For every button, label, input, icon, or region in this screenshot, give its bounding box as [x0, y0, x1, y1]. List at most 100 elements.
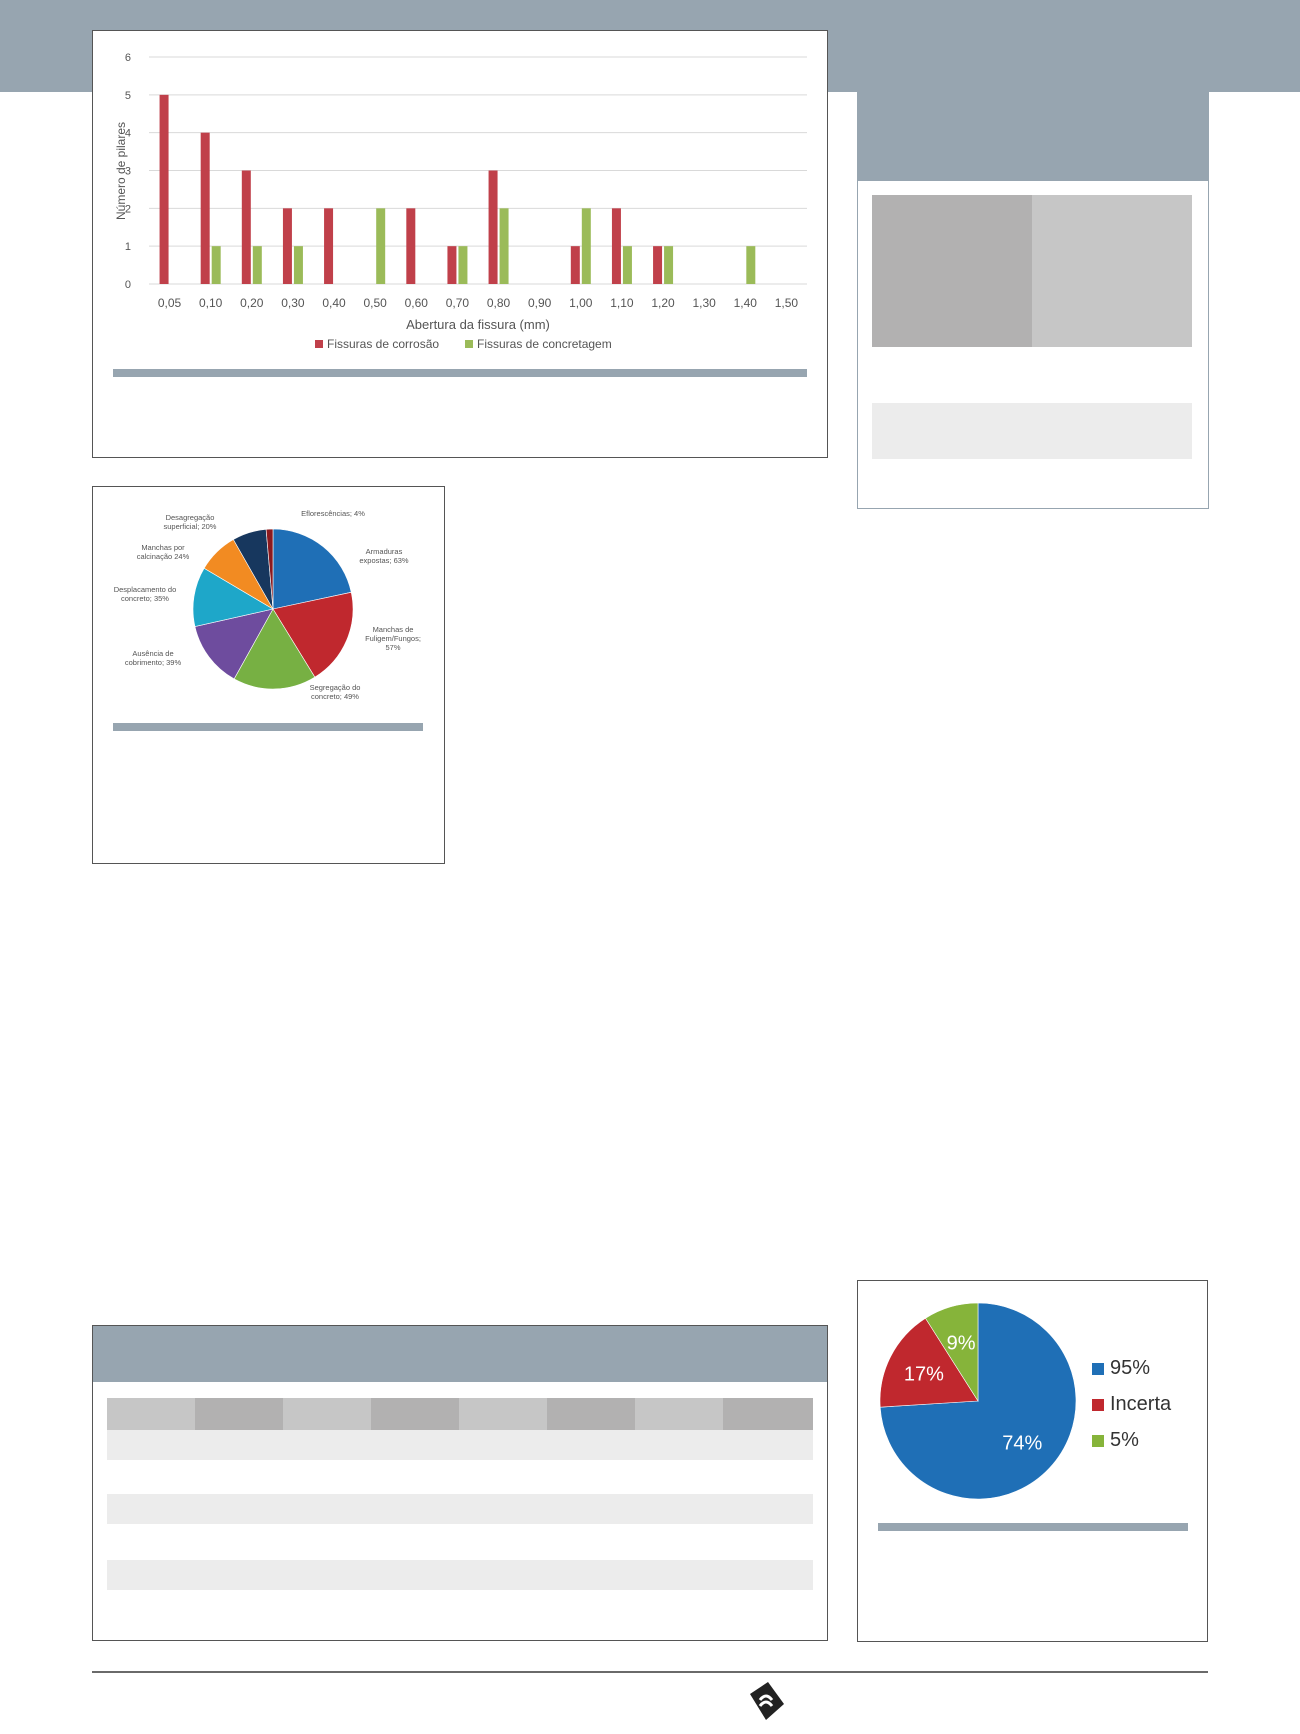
- side-table-cell: [1032, 195, 1192, 347]
- bottom-table-header: [93, 1326, 827, 1382]
- anomaly-pie-chart: [192, 528, 354, 690]
- pie-slice: [925, 1302, 979, 1403]
- legend-swatch: [315, 340, 323, 348]
- x-tick-label: 1,50: [775, 296, 799, 310]
- legend-item-95: 95%: [1092, 1357, 1150, 1380]
- x-tick-label: 1,30: [693, 296, 717, 310]
- pie-label-desplacamento: Desplacamento do concreto; 35%: [113, 585, 177, 603]
- bar-chart-figure: 0 1 2 3 4 5 6 0,05 0,10 0,20 0,30 0,40 0,50 0,60 0,70 0…: [92, 30, 828, 458]
- pie-slice: [192, 567, 274, 627]
- x-tick-label: 1,00: [569, 296, 593, 310]
- bar-corrosao: [488, 170, 498, 284]
- table-row: [107, 1494, 813, 1524]
- legend-swatch: [1092, 1362, 1104, 1375]
- probability-pie-figure: 74% 17% 9% 95% Incerta 5%: [857, 1280, 1208, 1642]
- y-tick-label: 4: [125, 128, 131, 140]
- x-tick-label: 1,40: [734, 296, 758, 310]
- pie-label-cobrimento: Ausência de cobrimento; 39%: [124, 649, 182, 667]
- bar-corrosao: [159, 94, 169, 284]
- pie-label-fuligem: Manchas de Fuligem/Fungos; 57%: [365, 625, 421, 652]
- table-header-cell: [723, 1398, 813, 1430]
- bar-concretagem: [581, 208, 591, 284]
- table-row: [107, 1430, 813, 1460]
- pie-label-calcinacao: Manchas por calcinação 24%: [136, 543, 190, 561]
- table-header-cell: [195, 1398, 283, 1430]
- bar-corrosao: [653, 246, 663, 284]
- footer-rule: [92, 1671, 1208, 1673]
- legend-swatch: [465, 340, 473, 348]
- x-tick-label: 1,20: [651, 296, 675, 310]
- caption-bar: [113, 723, 423, 731]
- bar-corrosao: [241, 170, 251, 284]
- bar-corrosao: [570, 246, 580, 284]
- x-tick-label: 0,60: [405, 296, 429, 310]
- pie-slice: [233, 608, 316, 690]
- probability-pie-chart: 74% 17%9%: [879, 1302, 1077, 1500]
- pie-value-label: 74%: [1002, 1433, 1042, 1455]
- pie-slice: [879, 1317, 979, 1408]
- bar-corrosao: [200, 132, 210, 284]
- table-header-cell: [635, 1398, 723, 1430]
- bar-concretagem: [458, 246, 468, 284]
- x-tick-label: 0,30: [281, 296, 305, 310]
- legend-item-5: 5%: [1092, 1429, 1139, 1452]
- y-axis-label: Número de pilares: [114, 122, 128, 220]
- caption-bar: [113, 369, 807, 377]
- legend-label: Fissuras de concretagem: [477, 337, 612, 351]
- x-tick-label: 0,40: [322, 296, 346, 310]
- legend-label: Fissuras de corrosão: [327, 337, 439, 351]
- bar-corrosao: [611, 208, 621, 284]
- pie-value-label: 17%: [904, 1363, 944, 1385]
- x-tick-label: 1,10: [610, 296, 634, 310]
- table-header-cell: [547, 1398, 635, 1430]
- x-tick-label: 0,70: [446, 296, 470, 310]
- bar-concretagem: [293, 246, 303, 284]
- legend-swatch: [1092, 1398, 1104, 1411]
- x-tick-label: 0,50: [364, 296, 388, 310]
- side-table-row: [872, 403, 1192, 459]
- caption-bar: [878, 1523, 1188, 1531]
- pie-slice: [194, 608, 274, 680]
- pie-label-armaduras: Armaduras expostas; 63%: [359, 547, 409, 565]
- table-header-cell: [459, 1398, 547, 1430]
- x-tick-label: 0,05: [158, 296, 182, 310]
- pie-slice: [265, 528, 274, 610]
- bar-concretagem: [499, 208, 509, 284]
- y-tick-label: 5: [125, 90, 131, 102]
- bar-concretagem: [252, 246, 262, 284]
- y-tick-label: 3: [125, 166, 131, 178]
- pie-label-eflorescencias: Eflorescências; 4%: [301, 509, 365, 518]
- legend-label: 95%: [1110, 1357, 1151, 1379]
- legend-label: Incerta: [1110, 1393, 1172, 1415]
- table-header-cell: [107, 1398, 195, 1430]
- legend-label: 5%: [1110, 1429, 1139, 1451]
- bar-corrosao: [447, 246, 457, 284]
- x-tick-label: 0,90: [528, 296, 552, 310]
- pie-label-segregacao: Segregação do concreto; 49%: [309, 683, 361, 701]
- legend-item-incerta: Incerta: [1092, 1393, 1171, 1416]
- table-row: [107, 1560, 813, 1590]
- table-header-cell: [283, 1398, 371, 1430]
- y-tick-label: 6: [125, 52, 131, 64]
- bottom-table: [92, 1325, 828, 1641]
- bar-concretagem: [376, 208, 386, 284]
- pie-slice: [272, 528, 352, 610]
- bar-corrosao: [324, 208, 334, 284]
- anomaly-pie-figure: Desagregação superficial; 20% Eflorescên…: [92, 486, 445, 864]
- x-axis-label: Abertura da fissura (mm): [406, 317, 550, 332]
- bar-concretagem: [211, 246, 221, 284]
- bar-concretagem: [622, 246, 632, 284]
- pie-value-label: 9%: [947, 1333, 976, 1355]
- publisher-logo-icon: [750, 1682, 784, 1720]
- y-tick-label: 2: [125, 203, 131, 215]
- side-table-panel: [857, 28, 1209, 509]
- bar-concretagem: [746, 246, 756, 284]
- pie-slice: [272, 591, 354, 678]
- x-tick-label: 0,80: [487, 296, 511, 310]
- y-tick-label: 1: [125, 241, 131, 253]
- legend-swatch: [1092, 1434, 1104, 1447]
- bar-corrosao: [406, 208, 416, 284]
- y-tick-label: 0: [125, 279, 131, 291]
- pie-label-desagregacao: Desagregação superficial; 20%: [163, 513, 217, 531]
- side-table-cell: [872, 195, 1032, 347]
